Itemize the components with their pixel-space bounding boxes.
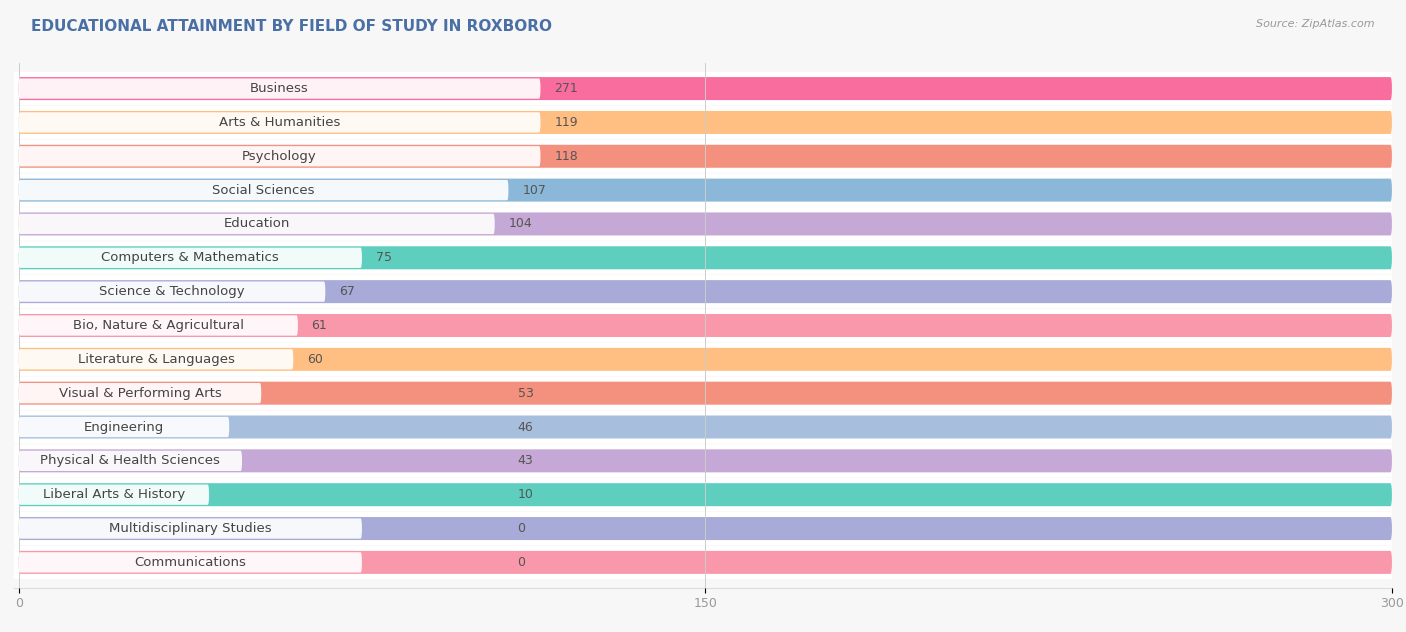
FancyBboxPatch shape (18, 77, 1392, 100)
Text: 0: 0 (517, 522, 526, 535)
Text: 118: 118 (554, 150, 578, 163)
FancyBboxPatch shape (18, 415, 1392, 439)
FancyBboxPatch shape (18, 382, 1392, 404)
Text: 10: 10 (517, 488, 533, 501)
FancyBboxPatch shape (14, 546, 1396, 579)
Text: Education: Education (224, 217, 290, 231)
Text: Communications: Communications (135, 556, 246, 569)
Text: Literature & Languages: Literature & Languages (77, 353, 235, 366)
FancyBboxPatch shape (18, 281, 325, 302)
Text: 61: 61 (312, 319, 328, 332)
FancyBboxPatch shape (14, 343, 1396, 376)
Text: 107: 107 (522, 184, 546, 197)
Text: Liberal Arts & History: Liberal Arts & History (42, 488, 186, 501)
FancyBboxPatch shape (14, 140, 1396, 173)
Text: Physical & Health Sciences: Physical & Health Sciences (41, 454, 221, 467)
FancyBboxPatch shape (18, 518, 361, 538)
FancyBboxPatch shape (14, 207, 1396, 241)
Text: 67: 67 (339, 285, 354, 298)
FancyBboxPatch shape (18, 383, 262, 403)
Text: 271: 271 (554, 82, 578, 95)
Text: Source: ZipAtlas.com: Source: ZipAtlas.com (1257, 19, 1375, 29)
Text: EDUCATIONAL ATTAINMENT BY FIELD OF STUDY IN ROXBORO: EDUCATIONAL ATTAINMENT BY FIELD OF STUDY… (31, 19, 553, 34)
Text: Computers & Mathematics: Computers & Mathematics (101, 252, 280, 264)
FancyBboxPatch shape (14, 174, 1396, 207)
Text: 60: 60 (307, 353, 323, 366)
Text: Visual & Performing Arts: Visual & Performing Arts (59, 387, 221, 399)
FancyBboxPatch shape (18, 280, 1392, 303)
Text: Science & Technology: Science & Technology (100, 285, 245, 298)
FancyBboxPatch shape (18, 348, 1392, 371)
Text: Engineering: Engineering (84, 420, 165, 434)
Text: Psychology: Psychology (242, 150, 316, 163)
Text: Social Sciences: Social Sciences (212, 184, 315, 197)
FancyBboxPatch shape (18, 214, 495, 234)
FancyBboxPatch shape (18, 179, 1392, 202)
Text: 43: 43 (517, 454, 533, 467)
FancyBboxPatch shape (14, 106, 1396, 139)
FancyBboxPatch shape (18, 449, 1392, 472)
FancyBboxPatch shape (18, 485, 209, 505)
FancyBboxPatch shape (18, 111, 1392, 134)
FancyBboxPatch shape (18, 314, 1392, 337)
Text: Bio, Nature & Agricultural: Bio, Nature & Agricultural (73, 319, 243, 332)
FancyBboxPatch shape (14, 512, 1396, 545)
FancyBboxPatch shape (18, 145, 1392, 167)
Text: 75: 75 (375, 252, 392, 264)
Text: Multidisciplinary Studies: Multidisciplinary Studies (110, 522, 271, 535)
FancyBboxPatch shape (18, 212, 1392, 236)
FancyBboxPatch shape (18, 417, 229, 437)
FancyBboxPatch shape (18, 315, 298, 336)
FancyBboxPatch shape (18, 146, 540, 166)
FancyBboxPatch shape (14, 309, 1396, 342)
FancyBboxPatch shape (18, 551, 1392, 574)
FancyBboxPatch shape (18, 246, 1392, 269)
FancyBboxPatch shape (14, 444, 1396, 477)
FancyBboxPatch shape (18, 349, 294, 370)
FancyBboxPatch shape (18, 180, 509, 200)
Text: 104: 104 (509, 217, 533, 231)
FancyBboxPatch shape (14, 275, 1396, 308)
FancyBboxPatch shape (14, 241, 1396, 274)
Text: 0: 0 (517, 556, 526, 569)
FancyBboxPatch shape (14, 377, 1396, 410)
Text: Arts & Humanities: Arts & Humanities (219, 116, 340, 129)
FancyBboxPatch shape (18, 78, 540, 99)
Text: Business: Business (250, 82, 309, 95)
Text: 53: 53 (517, 387, 533, 399)
FancyBboxPatch shape (14, 72, 1396, 105)
FancyBboxPatch shape (14, 478, 1396, 511)
Text: 119: 119 (554, 116, 578, 129)
FancyBboxPatch shape (18, 552, 361, 573)
FancyBboxPatch shape (14, 410, 1396, 444)
FancyBboxPatch shape (18, 483, 1392, 506)
FancyBboxPatch shape (18, 517, 1392, 540)
FancyBboxPatch shape (18, 451, 242, 471)
Text: 46: 46 (517, 420, 533, 434)
FancyBboxPatch shape (18, 112, 540, 133)
FancyBboxPatch shape (18, 248, 361, 268)
